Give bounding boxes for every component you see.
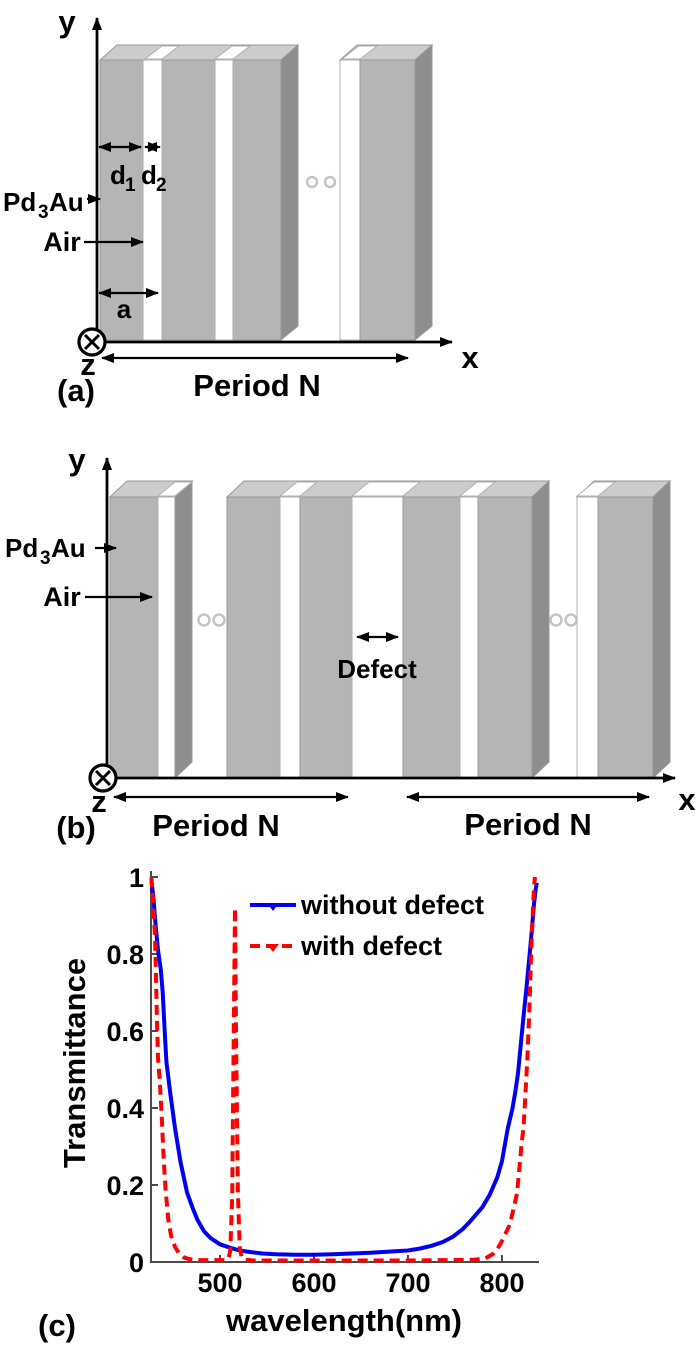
air-gap — [339, 59, 361, 341]
ellipsis-circle — [564, 613, 578, 627]
air-gap-top — [278, 481, 319, 497]
air-gap — [576, 496, 599, 779]
metal-bar-front — [109, 496, 159, 779]
ellipsis-circle — [549, 613, 563, 627]
curve-with-defect — [149, 876, 537, 1263]
z-axis-label: z — [91, 784, 107, 819]
y-tick-label: 0.6 — [106, 1017, 144, 1047]
chart-legend: without defect with defect — [250, 890, 484, 961]
air-gap — [279, 496, 301, 779]
photonic-crystal-block-b3 — [575, 479, 672, 780]
air-gap-top — [213, 45, 252, 60]
d1-label-subscript: 1 — [125, 175, 136, 196]
air-gap — [214, 59, 234, 341]
z-axis-origin-symbol — [77, 327, 107, 357]
panel-a-label: (a) — [57, 373, 95, 408]
metal-bar-front — [226, 496, 281, 779]
y-axis-label: y — [58, 4, 76, 39]
ellipsis-circle — [197, 613, 211, 627]
chart-curves — [149, 876, 539, 1263]
x-axis-label: x — [461, 340, 479, 375]
air-gap-top — [340, 45, 379, 60]
material-label-sub: 3 — [38, 202, 49, 223]
block-side-face — [531, 479, 550, 780]
y-axis-label: y — [68, 442, 86, 477]
period-label: Period N — [193, 368, 320, 403]
metal-bar-front — [597, 496, 654, 779]
chart-x-axis-title: wavelength(nm) — [225, 1303, 462, 1338]
air-gap — [459, 496, 479, 779]
chart-ticks: 500 600 700 800 0 0.2 0.4 0.6 0.8 1 — [106, 863, 524, 1298]
air-label-group: Air — [43, 227, 144, 257]
d2-label-subscript: 2 — [156, 175, 167, 196]
y-tick-label: 0.4 — [106, 1094, 144, 1124]
ellipsis-circle — [305, 175, 319, 189]
legend-marker-without-defect — [267, 903, 279, 911]
material-label-group: Pd 3 Au — [3, 187, 101, 223]
air-gap — [157, 496, 176, 779]
photonic-crystal-block-b2-defect — [225, 479, 551, 780]
metal-bar-front — [359, 59, 416, 341]
panel-a: y x z d 1 d 2 Pd 3 Au Air a P — [3, 4, 479, 408]
photonic-crystal-block-a2 — [338, 43, 434, 342]
block-top-face — [98, 44, 300, 61]
legend-label-without-defect: without defect — [300, 890, 484, 920]
curve-without-defect — [149, 880, 539, 1257]
panel-b: y x z Pd 3 Au Air Defect Period N Period… — [5, 442, 696, 845]
air-gap — [142, 59, 163, 341]
metal-bar-front — [299, 496, 353, 779]
x-tick-label: 600 — [291, 1268, 336, 1298]
air-label: Air — [43, 582, 81, 612]
period-label-left: Period N — [152, 808, 279, 843]
photonic-crystal-block-b1 — [108, 479, 194, 780]
metal-bar-front — [477, 496, 533, 779]
defect-gap-top — [350, 481, 422, 497]
x-axis-label: x — [678, 782, 696, 817]
air-gap-top — [458, 481, 497, 497]
d2-label: d — [141, 160, 157, 190]
y-tick-label: 0.8 — [106, 940, 144, 970]
y-tick-label: 0.2 — [106, 1171, 144, 1201]
material-label-post: Au — [51, 533, 86, 563]
panel-c-label: (c) — [38, 1308, 76, 1343]
panel-b-label: (b) — [56, 810, 96, 845]
y-tick-label: 0 — [129, 1248, 144, 1278]
ellipsis-circle — [212, 613, 226, 627]
material-label-sub: 3 — [40, 548, 51, 569]
metal-bar-front — [402, 496, 461, 779]
block-side-face — [414, 43, 433, 342]
z-axis-origin-symbol — [88, 763, 118, 793]
x-tick-label: 500 — [197, 1268, 242, 1298]
block-side-face — [280, 43, 299, 342]
z-axis-label: z — [80, 347, 96, 382]
photonic-crystal-block-a1 — [98, 43, 300, 342]
panel-c: 500 600 700 800 0 0.2 0.4 0.6 0.8 1 Transmittance… — [38, 863, 539, 1343]
ellipsis-circle — [323, 175, 337, 189]
air-gap-top — [156, 481, 194, 497]
material-label-group: Pd 3 Au — [5, 533, 117, 569]
air-gap-top — [575, 481, 617, 497]
defect-label: Defect — [337, 654, 417, 684]
block-side-face — [652, 479, 671, 780]
air-label-group: Air — [43, 582, 153, 612]
block-side-face — [174, 479, 193, 780]
material-label-pre: Pd — [5, 533, 38, 563]
material-label-pre: Pd — [3, 187, 36, 217]
legend-label-with-defect: with defect — [300, 931, 442, 961]
y-tick-label: 1 — [129, 863, 144, 893]
x-tick-label: 700 — [385, 1268, 430, 1298]
air-gap-top — [143, 45, 181, 60]
lattice-constant-label: a — [117, 294, 132, 324]
chart-y-axis-title: Transmittance — [57, 958, 92, 1168]
air-label: Air — [43, 227, 81, 257]
d1-label: d — [110, 160, 126, 190]
material-label-post: Au — [49, 187, 84, 217]
x-tick-label: 800 — [479, 1268, 524, 1298]
period-label-right: Period N — [464, 807, 591, 842]
legend-marker-with-defect — [267, 944, 279, 952]
